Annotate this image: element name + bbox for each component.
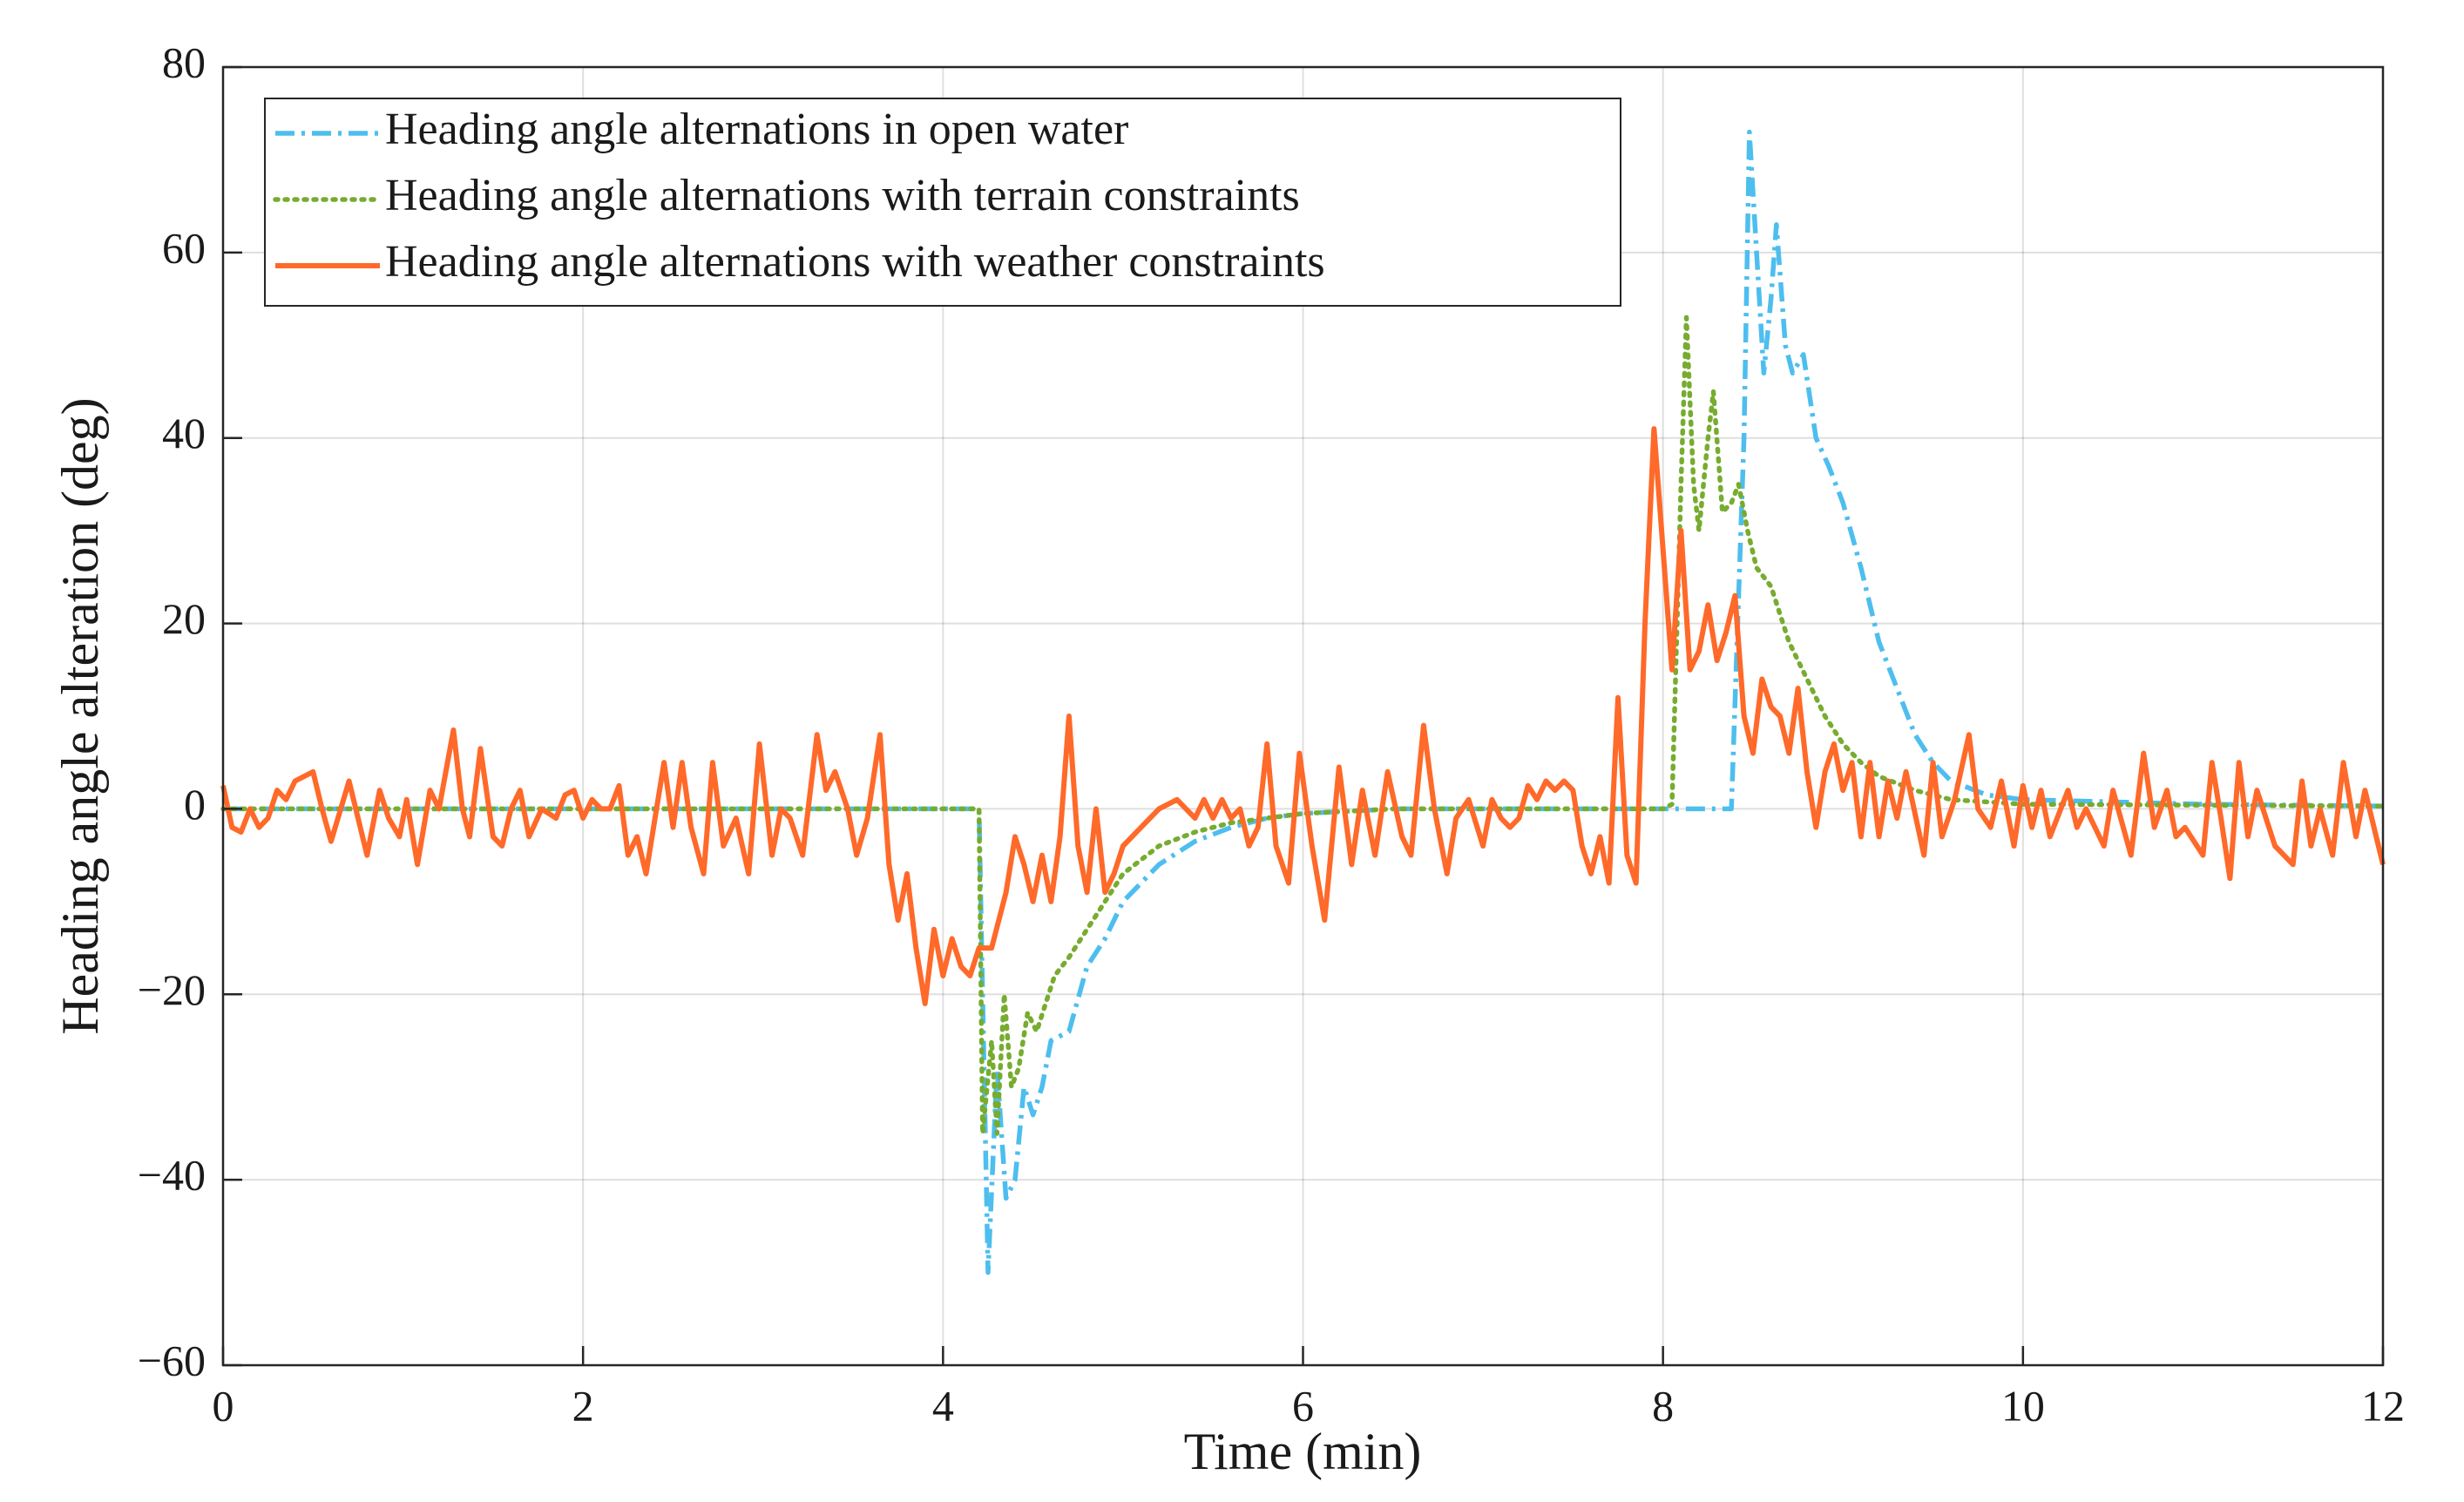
- x-tick-label: 6: [1292, 1381, 1314, 1430]
- legend-label: Heading angle alternations with weather …: [385, 237, 1325, 287]
- y-tick-label: −40: [138, 1151, 206, 1200]
- y-tick-label: 60: [162, 223, 206, 272]
- y-axis-label: Heading angle alteration (deg): [51, 397, 109, 1034]
- legend-box: [264, 98, 1621, 307]
- y-tick-label: 0: [184, 780, 206, 829]
- y-tick-label: −60: [138, 1336, 206, 1384]
- legend-label: Heading angle alternations with terrain …: [385, 171, 1300, 220]
- legend-label: Heading angle alternations in open water: [385, 105, 1128, 154]
- series-line: [220, 426, 2386, 1006]
- frame-layer: 0 2 4 6 8 10 12 −60 −40 −20 0 20 40 60 80: [138, 37, 2405, 1430]
- series-line: [220, 315, 2386, 1136]
- x-tick-label: 8: [1652, 1381, 1674, 1430]
- y-tick-label: 20: [162, 594, 206, 643]
- y-tick-label: −20: [138, 965, 206, 1014]
- x-tick-label: 12: [2361, 1381, 2405, 1430]
- series-line: [223, 129, 2384, 1275]
- x-tick-label: 4: [932, 1381, 954, 1430]
- x-tick-label: 0: [213, 1381, 234, 1430]
- lines-layer: [220, 129, 2386, 1275]
- y-tick-label: 80: [162, 37, 206, 86]
- plot-frame: [221, 65, 2385, 1367]
- x-tick-label: 10: [2001, 1381, 2045, 1430]
- y-tick-label: 40: [162, 409, 206, 457]
- x-axis-label: Time (min): [1184, 1423, 1422, 1480]
- legend: Heading angle alternations in open water…: [264, 98, 1621, 307]
- x-tick-label: 2: [572, 1381, 594, 1430]
